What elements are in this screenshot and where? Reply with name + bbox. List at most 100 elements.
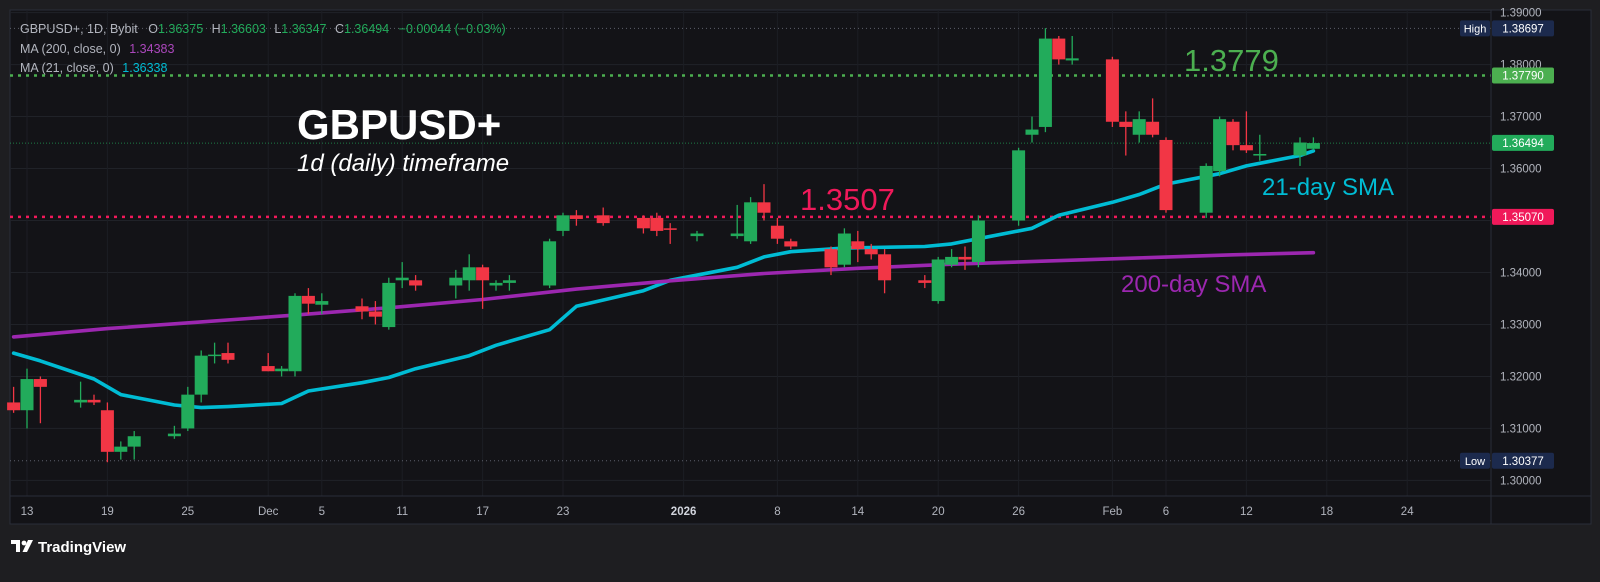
candle bbox=[1293, 137, 1307, 166]
low-tag-bg bbox=[1492, 452, 1554, 469]
support-tag: 1.35070 bbox=[1492, 208, 1554, 225]
candle bbox=[958, 246, 972, 270]
change-value: −0.00044 (−0.03%) bbox=[399, 22, 506, 36]
chart-title: GBPUSD+ bbox=[297, 101, 501, 148]
candle bbox=[7, 386, 21, 413]
price-levels bbox=[10, 27, 1491, 462]
candle bbox=[315, 293, 329, 315]
candle-body bbox=[784, 241, 798, 247]
candle-body bbox=[208, 354, 222, 357]
candle bbox=[556, 212, 570, 237]
candle-body bbox=[315, 301, 329, 305]
candle bbox=[837, 228, 851, 268]
candle-body bbox=[1306, 143, 1320, 149]
candle bbox=[864, 243, 878, 260]
candle bbox=[1306, 137, 1320, 151]
candle bbox=[878, 249, 892, 294]
candle bbox=[569, 210, 583, 226]
ma200-line bbox=[11, 250, 1316, 339]
candle bbox=[971, 215, 985, 268]
candle bbox=[368, 301, 382, 325]
candle bbox=[221, 342, 235, 364]
candle bbox=[1012, 147, 1026, 226]
candle-body bbox=[181, 394, 195, 429]
support-tag-bg bbox=[1492, 208, 1554, 225]
price-tick-label: 1.37000 bbox=[1500, 112, 1542, 124]
time-tick-label: 18 bbox=[1320, 506, 1333, 518]
support-tag-value: 1.35070 bbox=[1502, 212, 1544, 224]
candle-body bbox=[931, 259, 945, 302]
candle bbox=[931, 256, 945, 304]
candle-body bbox=[221, 353, 235, 360]
high-tag-label-bg bbox=[1460, 20, 1490, 37]
candle-body bbox=[918, 280, 932, 283]
candle bbox=[918, 275, 932, 289]
price-tick-label: 1.33000 bbox=[1500, 319, 1542, 331]
time-tick-label: 23 bbox=[557, 506, 570, 518]
candle-body bbox=[462, 267, 476, 281]
time-tick-label: 11 bbox=[396, 506, 408, 518]
candle-body bbox=[1065, 58, 1079, 61]
candle bbox=[208, 342, 222, 364]
candle bbox=[288, 293, 302, 377]
candle-body bbox=[1025, 129, 1039, 135]
candle-body bbox=[127, 436, 141, 447]
candle-body bbox=[409, 280, 423, 286]
candle-body bbox=[958, 256, 972, 260]
ma200-annotation: 200-day SMA bbox=[1121, 271, 1266, 298]
candle-body bbox=[301, 295, 315, 304]
candle-body bbox=[1012, 150, 1026, 221]
resistance-tag-bg bbox=[1492, 67, 1554, 84]
candle-body bbox=[1105, 59, 1119, 122]
candle-body bbox=[757, 202, 771, 213]
time-tick-label: Feb bbox=[1102, 506, 1122, 518]
candle bbox=[87, 394, 101, 406]
price-tick-label: 1.39000 bbox=[1500, 8, 1542, 20]
candle bbox=[650, 212, 664, 237]
high-value: 1.36603 bbox=[221, 22, 266, 36]
candle bbox=[757, 184, 771, 221]
candle bbox=[167, 425, 181, 439]
candle-body bbox=[368, 311, 382, 317]
candle bbox=[1025, 116, 1039, 143]
candle bbox=[502, 275, 516, 291]
low-value: 1.36347 bbox=[281, 22, 326, 36]
tradingview-logo[interactable]: TradingView bbox=[11, 539, 126, 556]
ma21-legend[interactable]: MA (21, close, 0) 1.36338 bbox=[20, 61, 168, 75]
candle bbox=[449, 269, 463, 299]
high-tag: High 1.38697 bbox=[1460, 20, 1554, 37]
chart-pane bbox=[9, 9, 1592, 525]
symbol-legend[interactable]: GBPUSD+, 1D, Bybit O1.36375 H1.36603 L1.… bbox=[20, 22, 506, 36]
time-tick-label: 24 bbox=[1401, 506, 1414, 518]
candle-body bbox=[355, 306, 369, 312]
candle-body bbox=[636, 217, 650, 229]
candle bbox=[489, 280, 503, 291]
candle-body bbox=[275, 368, 289, 372]
candle bbox=[74, 381, 88, 408]
high-tag-label: High bbox=[1464, 23, 1487, 35]
moving-averages bbox=[11, 149, 1316, 410]
candle bbox=[476, 264, 490, 309]
candle bbox=[824, 246, 838, 276]
candle-body bbox=[1293, 142, 1307, 156]
candle bbox=[1159, 137, 1173, 213]
ma200-legend[interactable]: MA (200, close, 0) 1.34383 bbox=[20, 42, 174, 56]
candle-body bbox=[824, 249, 838, 268]
candle bbox=[1226, 119, 1240, 151]
candle-body bbox=[1038, 38, 1052, 127]
ma200-legend-label: MA (200, close, 0) bbox=[20, 42, 121, 56]
ma200-legend-value: 1.34383 bbox=[129, 42, 174, 56]
candle-body bbox=[1159, 139, 1173, 211]
time-axis[interactable]: 13 19 25 Dec 5 11 17 23 2026 8 14 20 26 Feb 6 12 18 24 bbox=[21, 506, 1415, 518]
candle bbox=[194, 350, 208, 403]
last-price-tag-bg bbox=[1492, 134, 1554, 151]
close-label: C bbox=[335, 22, 344, 36]
candle-body bbox=[1199, 165, 1213, 213]
time-tick-label: 2026 bbox=[671, 506, 697, 518]
candle-body bbox=[864, 249, 878, 255]
candle bbox=[730, 204, 744, 239]
candle-body bbox=[1253, 153, 1267, 156]
symbol-name: GBPUSD+, 1D, Bybit bbox=[20, 22, 138, 36]
candle bbox=[851, 230, 865, 263]
